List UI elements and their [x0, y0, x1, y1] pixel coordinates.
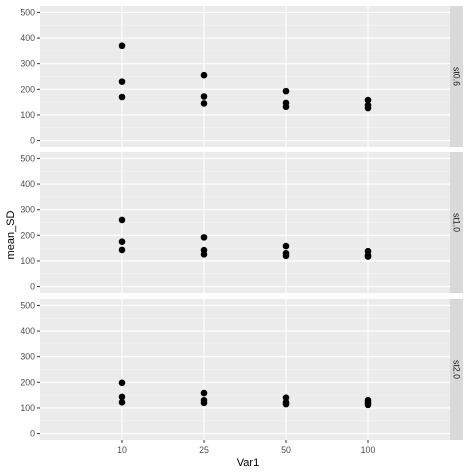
- x-tick-label: 25: [199, 445, 209, 455]
- facet-strip-label: st1.0: [452, 213, 462, 232]
- data-point: [118, 93, 126, 101]
- data-point: [282, 252, 290, 260]
- facet-panel-st0.6: 0 100 200 300 400 500 st0.6: [20, 6, 463, 147]
- y-tick-label: 200: [20, 84, 35, 94]
- data-point: [364, 253, 372, 260]
- y-tick-label: 100: [20, 403, 35, 413]
- data-point: [282, 87, 290, 95]
- y-tick-label: 300: [20, 352, 35, 362]
- y-tick-label: 300: [20, 205, 35, 215]
- x-tick-label: 50: [281, 445, 291, 455]
- data-point: [282, 400, 290, 408]
- y-tick-label: 500: [20, 300, 35, 310]
- x-axis-title: Var1: [237, 457, 259, 469]
- facet-strip-label: st0.6: [452, 67, 462, 86]
- data-point: [282, 103, 290, 111]
- y-tick-label: 200: [20, 230, 35, 240]
- data-point: [118, 379, 126, 387]
- data-point: [118, 42, 126, 50]
- data-point: [118, 246, 126, 254]
- y-axis-title: mean_SD: [5, 210, 17, 259]
- y-tick-label: 100: [20, 110, 35, 120]
- y-tick-label: 400: [20, 179, 35, 189]
- data-point: [200, 71, 208, 79]
- y-tick-label: 0: [30, 429, 35, 439]
- data-point: [282, 394, 290, 402]
- data-point: [118, 399, 126, 406]
- data-point: [200, 399, 208, 407]
- y-tick-label: 500: [20, 153, 35, 163]
- facet-strip: [450, 6, 463, 147]
- y-tick-label: 400: [20, 326, 35, 336]
- y-tick-label: 500: [20, 7, 35, 17]
- data-point: [118, 393, 126, 401]
- facet-strip: [450, 299, 463, 440]
- y-tick-label: 0: [30, 282, 35, 292]
- data-point: [200, 234, 208, 241]
- data-point: [200, 93, 208, 100]
- data-point: [200, 100, 208, 107]
- x-tick-label: 10: [117, 445, 127, 455]
- facet-strip: [450, 152, 463, 293]
- y-tick-label: 400: [20, 33, 35, 43]
- facet-strip-label: st2.0: [452, 360, 462, 379]
- data-point: [118, 238, 126, 246]
- data-point: [118, 216, 126, 224]
- data-point: [364, 96, 372, 104]
- y-tick-label: 300: [20, 59, 35, 69]
- data-point: [200, 250, 208, 258]
- data-point: [364, 401, 372, 409]
- y-tick-label: 200: [20, 377, 35, 387]
- y-tick-label: 100: [20, 256, 35, 266]
- x-tick-label: 100: [361, 445, 376, 455]
- facet-panel-st1.0: 0 100 200 300 400 500 st1.0: [20, 152, 463, 293]
- y-tick-label: 0: [30, 136, 35, 146]
- panels-layer: 0100200300400500st0.60100200300400500st1…: [20, 6, 463, 455]
- data-point: [364, 104, 372, 112]
- data-point: [200, 389, 208, 397]
- data-point: [282, 242, 290, 250]
- data-point: [118, 78, 126, 85]
- facet-panel-st2.0: 0 100 200 300 400 500 st2.0: [20, 299, 463, 440]
